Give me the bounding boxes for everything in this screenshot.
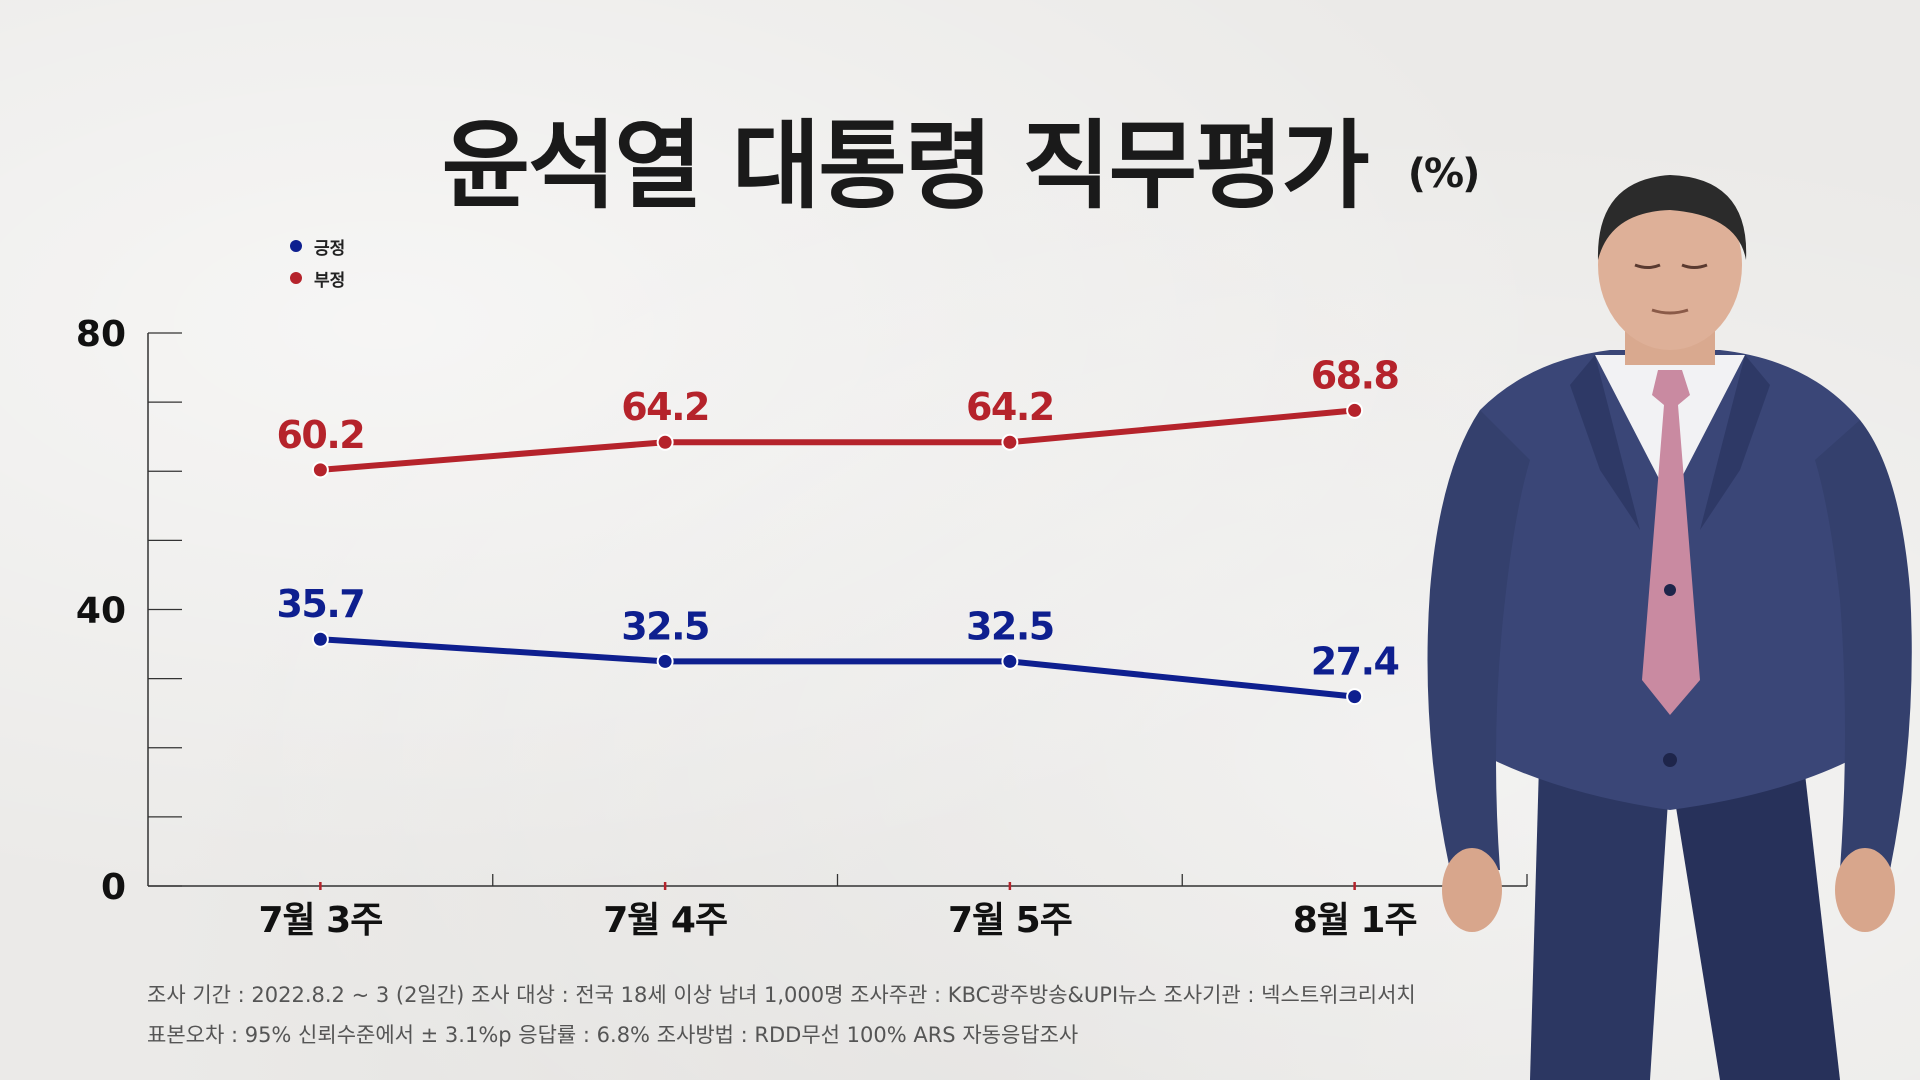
- series-line-negative: [317, 407, 1358, 473]
- data-label: 27.4: [1311, 640, 1399, 684]
- legend: 긍정 부정: [290, 230, 345, 294]
- person-photo: [1427, 175, 1912, 1080]
- footnote: 조사 기간 : 2022.8.2 ~ 3 (2일간) 조사 대상 : 전국 18…: [147, 975, 1416, 1055]
- data-label: 64.2: [966, 385, 1054, 429]
- y-tick-label: 40: [76, 591, 126, 632]
- data-point: [1346, 688, 1364, 706]
- x-tick-label: 7월 5주: [948, 900, 1072, 941]
- series-line-positive: [317, 636, 1358, 700]
- data-point: [656, 652, 674, 670]
- x-tick-label: 7월 3주: [258, 900, 382, 941]
- legend-dot-positive-icon: [290, 240, 302, 252]
- footnote-line-1: 조사 기간 : 2022.8.2 ~ 3 (2일간) 조사 대상 : 전국 18…: [147, 983, 1416, 1007]
- y-tick-label: 0: [101, 867, 126, 908]
- x-tick-label: 7월 4주: [603, 900, 727, 941]
- legend-dot-negative-icon: [290, 272, 302, 284]
- x-tick-label: 8월 1주: [1293, 900, 1417, 941]
- data-label: 32.5: [966, 604, 1054, 648]
- y-tick-label: 80: [76, 314, 126, 355]
- data-point: [656, 433, 674, 451]
- legend-item-positive: 긍정: [290, 230, 345, 262]
- chart-title-block: 윤석열 대통령 직무평가 (%): [0, 88, 1920, 227]
- legend-label-negative: 부정: [314, 270, 346, 291]
- data-label: 64.2: [621, 385, 709, 429]
- data-label: 35.7: [276, 582, 364, 626]
- unit-label: (%): [1407, 151, 1481, 197]
- chart-title: 윤석열 대통령 직무평가: [441, 110, 1370, 222]
- data-label: 32.5: [621, 604, 709, 648]
- legend-label-positive: 긍정: [314, 238, 346, 259]
- data-label: 60.2: [276, 413, 364, 457]
- data-point: [311, 461, 329, 479]
- legend-item-negative: 부정: [290, 262, 345, 294]
- data-label: 68.8: [1311, 353, 1399, 397]
- data-point: [1001, 433, 1019, 451]
- data-point: [1001, 652, 1019, 670]
- data-point: [311, 630, 329, 648]
- data-point: [1346, 401, 1364, 419]
- footnote-line-2: 표본오차 : 95% 신뢰수준에서 ± 3.1%p 응답률 : 6.8% 조사방…: [147, 1023, 1079, 1047]
